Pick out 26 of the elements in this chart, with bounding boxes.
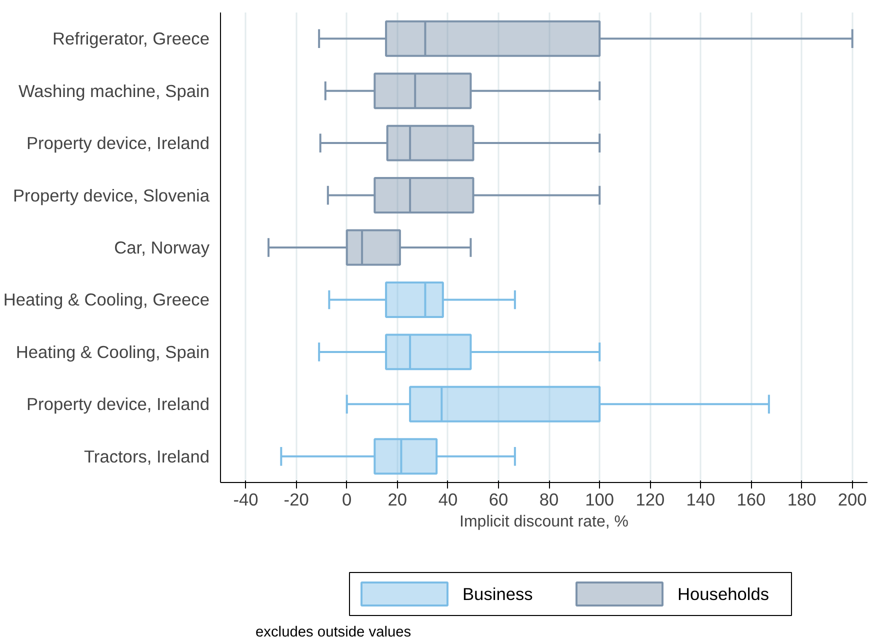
x-axis-title: Implicit discount rate, % [460,514,628,530]
y-tick-label: Car, Norway [114,238,210,258]
legend-label: Households [678,584,770,604]
x-tick-label: 80 [539,490,559,510]
y-tick-label: Heating & Cooling, Spain [16,342,210,362]
y-tick-label: Washing machine, Spain [18,80,210,101]
y-tick-label: Heating & Cooling, Greece [3,290,210,310]
y-tick-label: Property device, Slovenia [13,185,210,206]
legend-label: Business [462,584,534,604]
y-tick-label: Refrigerator, Greece [52,28,210,49]
x-tick-label: 140 [686,490,716,510]
x-tick-label: 20 [388,490,408,510]
x-tick-label: 160 [736,490,766,510]
y-tick-label: Tractors, Ireland [84,446,210,466]
x-tick-label: 40 [438,490,458,510]
x-tick-label: 180 [787,490,816,510]
text: excludes outside values [256,624,412,640]
y-tick-label: Property device, Ireland [26,394,210,414]
x-tick-label: 120 [636,490,665,510]
x-tick-label: -40 [233,490,258,510]
x-tick-label: 200 [838,490,867,510]
y-tick-label: Property device, Ireland [26,133,210,154]
x-tick-label: 100 [585,490,614,510]
x-tick-label: 0 [342,490,352,510]
x-tick-label: -20 [284,490,309,510]
x-tick-label: 60 [488,490,508,510]
